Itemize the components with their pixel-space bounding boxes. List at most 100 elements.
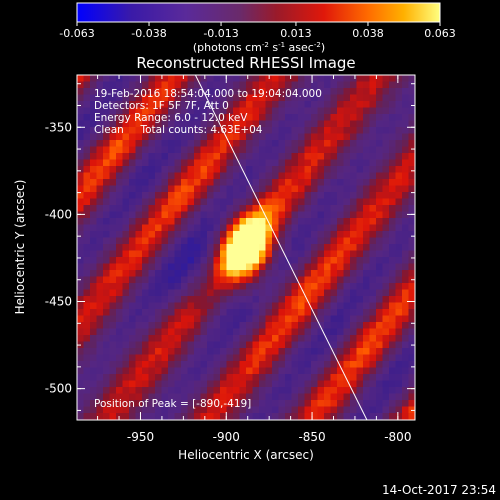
heatmap-cell	[343, 146, 351, 154]
heatmap-cell	[363, 198, 370, 206]
heatmap-cell	[116, 341, 123, 349]
heatmap-cell	[382, 400, 390, 407]
heatmap-cell	[304, 387, 312, 394]
heatmap-cell	[77, 354, 84, 362]
heatmap-cell	[116, 140, 123, 147]
heatmap-cell	[213, 283, 221, 290]
heatmap-cell	[148, 192, 156, 199]
heatmap-cell	[272, 94, 279, 102]
heatmap-cell	[304, 296, 312, 303]
heatmap-cell	[122, 146, 130, 154]
heatmap-cell	[363, 393, 370, 401]
heatmap-cell	[213, 140, 221, 147]
heatmap-cell	[343, 367, 351, 375]
heatmap-cell	[187, 419, 195, 420]
heatmap-cell	[291, 127, 299, 134]
heatmap-cell	[213, 94, 221, 102]
heatmap-cell	[389, 374, 396, 381]
heatmap-cell	[96, 250, 104, 258]
heatmap-cell	[389, 224, 396, 232]
heatmap-cell	[389, 250, 396, 258]
heatmap-cell	[161, 374, 169, 381]
heatmap-cell	[148, 114, 156, 121]
heatmap-cell	[304, 400, 312, 407]
heatmap-cell	[220, 153, 227, 160]
heatmap-cell	[382, 224, 390, 232]
heatmap-cell	[187, 237, 195, 245]
heatmap-cell	[226, 283, 234, 290]
heatmap-cell	[369, 250, 377, 258]
heatmap-cell	[395, 114, 403, 121]
heatmap-cell	[233, 413, 240, 420]
heatmap-cell	[142, 133, 149, 141]
heatmap-cell	[83, 283, 91, 290]
heatmap-cell	[376, 361, 383, 368]
heatmap-cell	[285, 159, 292, 167]
heatmap-cell	[408, 361, 415, 368]
heatmap-cell	[142, 270, 149, 277]
heatmap-cell	[220, 419, 227, 420]
heatmap-cell	[311, 237, 318, 245]
heatmap-cell	[116, 244, 123, 251]
heatmap-cell	[408, 88, 415, 95]
heatmap-cell	[298, 94, 305, 102]
heatmap-cell	[408, 374, 415, 381]
heatmap-cell	[83, 231, 91, 238]
heatmap-cell	[135, 107, 143, 115]
heatmap-cell	[337, 380, 344, 388]
heatmap-cell	[103, 387, 110, 394]
heatmap-cell	[239, 94, 247, 102]
heatmap-cell	[226, 101, 234, 108]
heatmap-cell	[187, 283, 195, 290]
heatmap-cell	[181, 419, 188, 420]
heatmap-cell	[233, 127, 240, 134]
heatmap-cell	[259, 114, 266, 121]
heatmap-cell	[265, 114, 273, 121]
heatmap-cell	[298, 146, 305, 154]
heatmap-cell	[213, 400, 221, 407]
heatmap-cell	[226, 380, 234, 388]
heatmap-cell	[343, 224, 351, 232]
heatmap-cell	[278, 406, 286, 414]
heatmap-cell	[343, 153, 351, 160]
heatmap-cell	[298, 263, 305, 271]
heatmap-cell	[356, 88, 364, 95]
heatmap-cell	[90, 101, 97, 108]
heatmap-cell	[402, 211, 409, 219]
heatmap-cell	[356, 101, 364, 108]
heatmap-cell	[226, 309, 234, 316]
heatmap-cell	[174, 218, 182, 225]
heatmap-cell	[239, 270, 247, 277]
heatmap-cell	[155, 192, 162, 199]
heatmap-cell	[369, 387, 377, 394]
heatmap-cell	[246, 88, 253, 95]
heatmap-cell	[109, 172, 117, 180]
heatmap-cell	[187, 114, 195, 121]
heatmap-cell	[194, 101, 201, 108]
heatmap-cell	[252, 387, 260, 394]
heatmap-cell	[389, 413, 396, 420]
heatmap-cell	[389, 75, 396, 82]
heatmap-cell	[285, 127, 292, 134]
heatmap-cell	[77, 283, 84, 290]
heatmap-cell	[252, 406, 260, 414]
heatmap-cell	[187, 348, 195, 355]
heatmap-cell	[122, 192, 130, 199]
heatmap-cell	[330, 237, 338, 245]
heatmap-cell	[77, 140, 84, 147]
heatmap-cell	[330, 166, 338, 173]
heatmap-cell	[135, 348, 143, 355]
heatmap-cell	[174, 153, 182, 160]
heatmap-cell	[109, 348, 117, 355]
heatmap-cell	[226, 211, 234, 219]
heatmap-cell	[278, 322, 286, 329]
heatmap-cell	[278, 140, 286, 147]
heatmap-cell	[168, 211, 175, 219]
heatmap-cell	[220, 172, 227, 180]
heatmap-cell	[122, 257, 130, 264]
heatmap-cell	[233, 101, 240, 108]
heatmap-cell	[187, 302, 195, 310]
heatmap-cell	[207, 192, 214, 199]
heatmap-cell	[369, 296, 377, 303]
heatmap-cell	[122, 81, 130, 89]
